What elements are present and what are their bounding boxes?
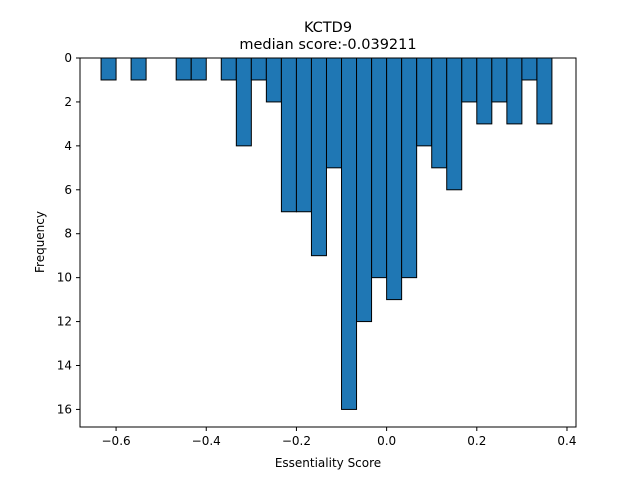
histogram-bar-13	[356, 57, 373, 323]
y-tick-label-1: 2	[64, 95, 72, 109]
y-tick-label-2: 4	[64, 139, 72, 153]
x-tick-label-0: −0.6	[102, 434, 131, 448]
x-tick-label-4: 0.2	[467, 434, 486, 448]
x-tick-label-5: 0.4	[557, 434, 576, 448]
histogram-bar-4	[220, 57, 237, 81]
x-tick-label-2: −0.2	[282, 434, 311, 448]
histogram-bar-3	[190, 57, 207, 81]
histogram-bar-9	[295, 57, 312, 213]
chart-subtitle: median score:-0.039211	[239, 37, 416, 53]
plot-frame	[79, 57, 577, 428]
y-tick-label-0: 0	[64, 51, 72, 65]
histogram-bar-19	[446, 57, 463, 191]
x-axis-ticks: −0.6 −0.4 −0.2 0.0 0.2 0.4	[102, 427, 577, 448]
histogram-bar-18	[431, 57, 448, 169]
x-tick-label-1: −0.4	[192, 434, 221, 448]
x-axis-label: Essentiality Score	[275, 456, 381, 470]
histogram-bar-11	[326, 57, 343, 169]
histogram-bar-7	[265, 57, 282, 103]
y-tick-label-4: 8	[64, 227, 72, 241]
histogram-bar-16	[401, 57, 418, 279]
histogram-bar-17	[416, 57, 433, 147]
y-tick-label-8: 16	[57, 402, 72, 416]
y-tick-label-7: 14	[57, 359, 72, 373]
histogram-bar-1	[130, 57, 147, 81]
bars-group	[100, 57, 553, 410]
y-tick-label-6: 12	[57, 315, 72, 329]
y-axis-ticks: 0 2 4 6 8 10 12 14 16	[57, 51, 80, 416]
x-tick-label-3: 0.0	[377, 434, 396, 448]
histogram-bar-12	[341, 57, 358, 410]
chart-title: KCTD9	[304, 20, 352, 36]
y-tick-label-5: 10	[57, 271, 72, 285]
histogram-bar-24	[521, 57, 538, 81]
y-axis-label: Frequency	[33, 211, 47, 273]
histogram-bar-0	[100, 57, 117, 81]
histogram-bar-14	[371, 57, 388, 279]
histogram-bar-22	[491, 57, 508, 103]
histogram-bar-2	[175, 57, 192, 81]
y-tick-label-3: 6	[64, 183, 72, 197]
histogram-bar-15	[386, 57, 403, 301]
histogram-bar-23	[506, 57, 523, 125]
histogram-bar-8	[280, 57, 297, 213]
histogram-bar-6	[250, 57, 267, 81]
histogram-bar-25	[536, 57, 553, 125]
histogram-bar-20	[461, 57, 478, 103]
histogram-bar-21	[476, 57, 493, 125]
histogram-bar-5	[235, 57, 252, 147]
histogram-bar-10	[310, 57, 327, 257]
